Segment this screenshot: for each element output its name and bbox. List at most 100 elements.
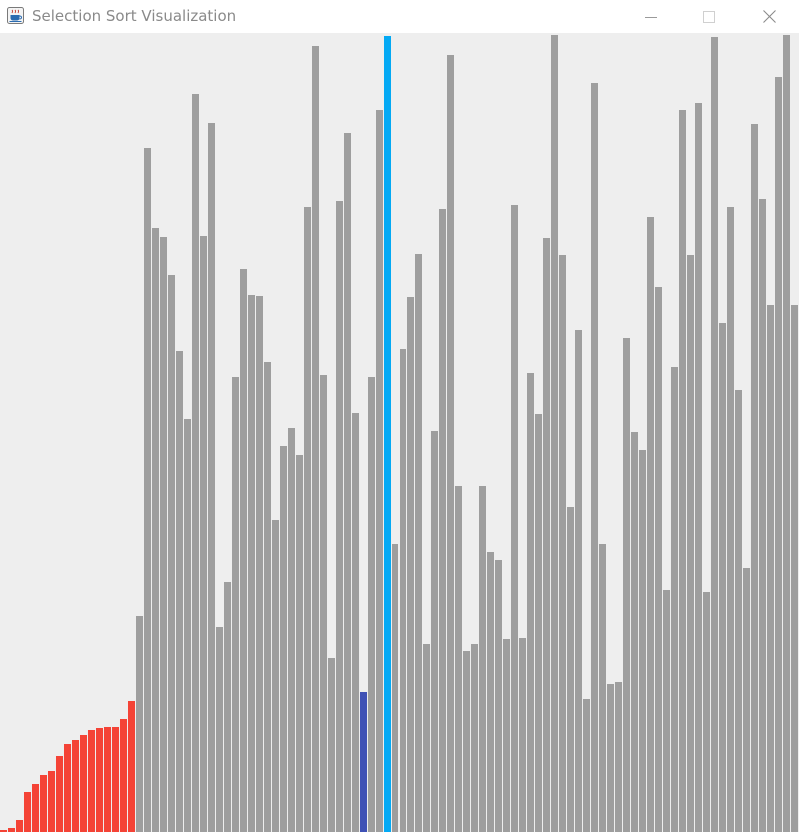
bar-sorted bbox=[39, 775, 47, 832]
bar-unsorted bbox=[367, 377, 375, 832]
bar-unsorted bbox=[783, 35, 790, 832]
bar-unsorted bbox=[407, 297, 415, 832]
bar-sorted bbox=[0, 830, 7, 832]
bar-unsorted bbox=[711, 37, 719, 832]
bar-unsorted bbox=[391, 544, 399, 832]
bar-unsorted bbox=[343, 133, 351, 832]
bar-current-min bbox=[359, 692, 367, 832]
bar-sorted bbox=[23, 792, 31, 832]
bar-unsorted bbox=[767, 305, 775, 832]
bar-unsorted bbox=[415, 254, 423, 832]
bar-unsorted bbox=[543, 238, 551, 832]
close-button[interactable] bbox=[739, 0, 799, 33]
bar-unsorted bbox=[671, 367, 679, 832]
bar-sorted bbox=[111, 727, 119, 832]
bar-unsorted bbox=[511, 205, 519, 832]
bar-unsorted bbox=[615, 682, 623, 832]
bar-unsorted bbox=[143, 148, 151, 832]
bar-unsorted bbox=[159, 237, 167, 832]
bar-sorted bbox=[47, 771, 55, 832]
bar-unsorted bbox=[567, 507, 575, 832]
bar-comparing bbox=[383, 36, 391, 832]
bar-unsorted bbox=[151, 228, 159, 832]
bar-unsorted bbox=[279, 446, 287, 832]
bar-unsorted bbox=[599, 544, 607, 832]
bar-unsorted bbox=[607, 684, 615, 832]
bar-unsorted bbox=[575, 330, 583, 832]
bar-unsorted bbox=[463, 651, 471, 832]
bar-unsorted bbox=[591, 83, 599, 832]
bar-unsorted bbox=[639, 450, 647, 832]
bar-unsorted bbox=[687, 255, 695, 832]
bar-unsorted bbox=[791, 305, 798, 832]
sort-visualization-canvas bbox=[0, 33, 799, 832]
bar-unsorted bbox=[727, 207, 735, 832]
bar-unsorted bbox=[319, 375, 327, 832]
bar-unsorted bbox=[247, 295, 255, 832]
bar-unsorted bbox=[447, 55, 455, 832]
bar-unsorted bbox=[735, 390, 743, 832]
bar-unsorted bbox=[495, 560, 503, 832]
bar-unsorted bbox=[191, 94, 199, 832]
bar-unsorted bbox=[663, 590, 671, 832]
bar-unsorted bbox=[775, 77, 782, 832]
bar-unsorted bbox=[455, 486, 463, 832]
bar-unsorted bbox=[655, 287, 663, 832]
bar-unsorted bbox=[559, 255, 567, 832]
window-titlebar[interactable]: Selection Sort Visualization bbox=[0, 0, 799, 33]
bar-unsorted bbox=[199, 236, 207, 832]
bar-unsorted bbox=[703, 592, 711, 832]
bar-unsorted bbox=[399, 349, 407, 832]
bar-unsorted bbox=[487, 552, 495, 832]
bar-unsorted bbox=[679, 110, 687, 832]
bar-unsorted bbox=[295, 455, 303, 832]
bar-sorted bbox=[31, 784, 39, 832]
bar-unsorted bbox=[583, 699, 591, 832]
minimize-button[interactable] bbox=[622, 0, 680, 33]
bar-unsorted bbox=[287, 428, 295, 832]
bar-unsorted bbox=[751, 124, 759, 832]
bar-unsorted bbox=[695, 103, 703, 832]
bar-sorted bbox=[79, 735, 87, 832]
bar-unsorted bbox=[527, 373, 535, 832]
bar-sorted bbox=[55, 756, 63, 832]
bar-sorted bbox=[71, 740, 79, 832]
bar-unsorted bbox=[439, 209, 447, 832]
bar-unsorted bbox=[175, 351, 183, 832]
bar-unsorted bbox=[239, 269, 247, 832]
bar-unsorted bbox=[311, 46, 319, 832]
bar-unsorted bbox=[759, 199, 767, 832]
bar-unsorted bbox=[375, 110, 383, 832]
bar-unsorted bbox=[351, 413, 359, 832]
window-title: Selection Sort Visualization bbox=[32, 7, 237, 25]
bar-sorted bbox=[7, 828, 15, 832]
bar-sorted bbox=[95, 728, 103, 832]
bar-unsorted bbox=[551, 35, 559, 832]
bar-unsorted bbox=[231, 377, 239, 832]
bar-unsorted bbox=[471, 644, 479, 832]
bar-unsorted bbox=[223, 582, 231, 832]
bar-sorted bbox=[15, 820, 23, 832]
bar-unsorted bbox=[647, 217, 655, 832]
bar-sorted bbox=[63, 744, 71, 832]
bar-unsorted bbox=[327, 658, 335, 832]
bar-unsorted bbox=[207, 123, 215, 832]
bar-sorted bbox=[119, 719, 127, 832]
minimize-icon bbox=[645, 16, 657, 18]
bar-sorted bbox=[87, 730, 95, 832]
bar-unsorted bbox=[535, 414, 543, 832]
bar-unsorted bbox=[479, 486, 487, 832]
bar-unsorted bbox=[263, 362, 271, 832]
bar-unsorted bbox=[135, 616, 143, 832]
bar-unsorted bbox=[719, 323, 727, 832]
java-coffee-cup-icon bbox=[7, 7, 24, 24]
bar-unsorted bbox=[503, 639, 511, 832]
bar-unsorted bbox=[335, 201, 343, 832]
bar-unsorted bbox=[623, 338, 631, 832]
bar-sorted bbox=[127, 701, 135, 832]
bar-unsorted bbox=[423, 644, 431, 832]
bar-sorted bbox=[103, 727, 111, 832]
bar-unsorted bbox=[631, 432, 639, 832]
maximize-button[interactable] bbox=[680, 0, 738, 33]
maximize-icon bbox=[703, 10, 715, 23]
